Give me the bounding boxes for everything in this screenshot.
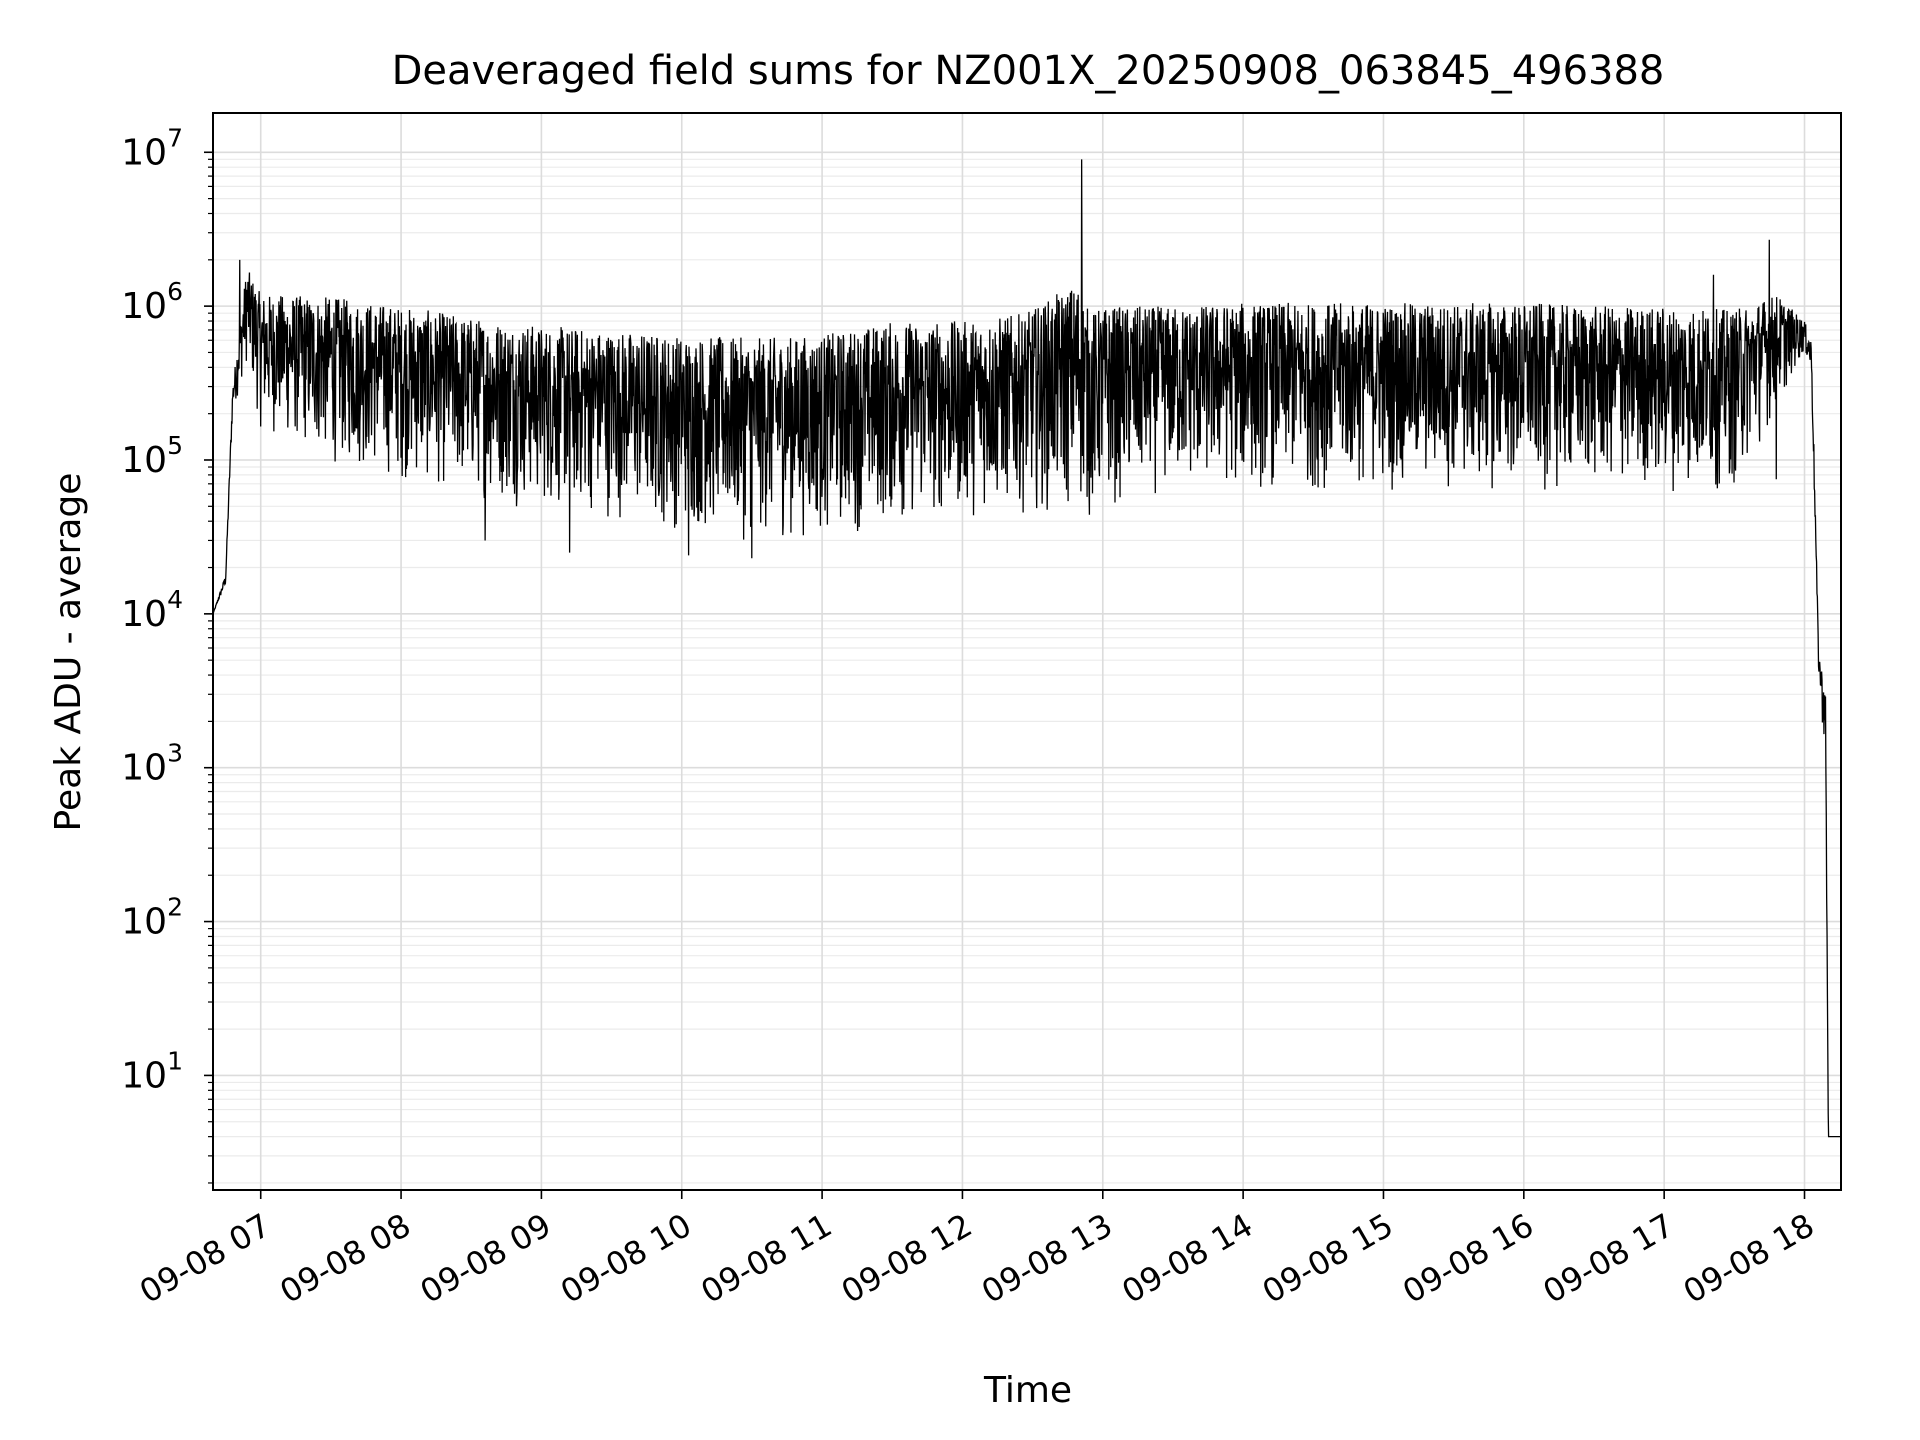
y-tick-label: 106 [121, 277, 183, 327]
plot-frame [212, 112, 1842, 1191]
y-tick-label: 102 [121, 893, 183, 943]
grid-layer [213, 113, 1841, 1190]
y-tick-label: 103 [121, 739, 183, 789]
x-axis-label: Time [983, 1370, 1072, 1411]
y-axis-label: Peak ADU - average [48, 473, 89, 832]
y-tick-label: 101 [121, 1046, 183, 1096]
series-line [212, 159, 1841, 1138]
y-tick-label: 104 [121, 585, 183, 635]
y-tick-label: 105 [121, 431, 183, 481]
data-layer [212, 159, 1841, 1138]
y-tick-label: 107 [121, 123, 183, 173]
chart-title: Deaveraged field sums for NZ001X_2025090… [392, 48, 1665, 94]
